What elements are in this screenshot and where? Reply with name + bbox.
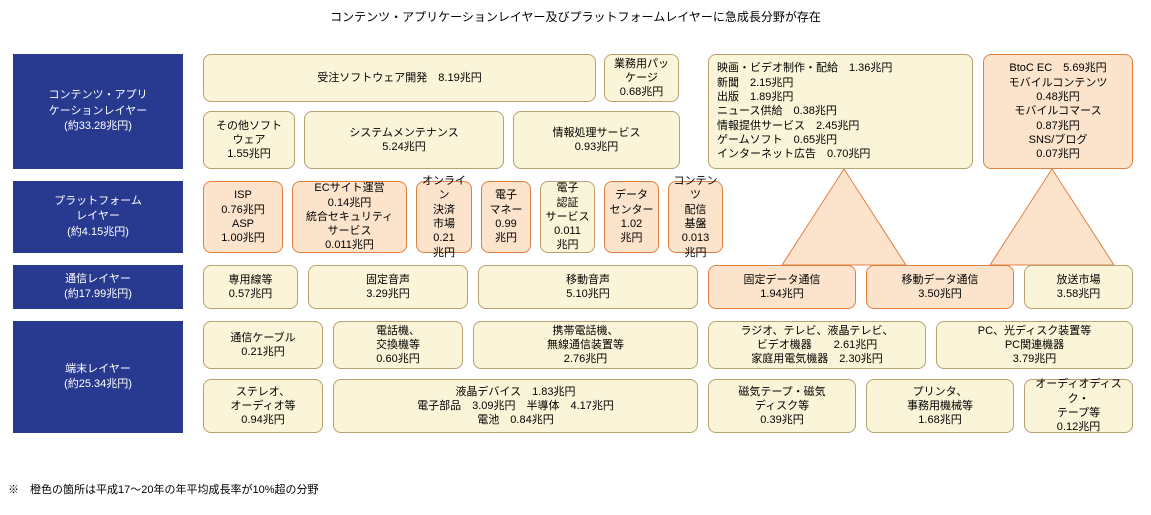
box-text: 固定音声 3.29兆円 [366,273,410,302]
category-box: 携帯電話機、 無線通信装置等 2.76兆円 [473,321,698,369]
category-box: 移動音声 5.10兆円 [478,265,698,309]
box-text: 放送市場 3.58兆円 [1057,273,1101,302]
box-text: BtoC EC 5.69兆円 モバイルコンテンツ 0.48兆円 モバイルコマース… [1009,61,1108,161]
box-text: ISP 0.76兆円 ASP 1.00兆円 [221,188,264,245]
box-text: オーディオディスク・ テープ等 0.12兆円 [1028,377,1129,434]
category-box: 電子 マネー 0.99 兆円 [481,181,531,253]
category-box: オーディオディスク・ テープ等 0.12兆円 [1024,379,1133,433]
box-text: 電子 認証 サービス 0.011 兆円 [546,181,590,252]
layer-label: プラットフォーム レイヤー(約4.15兆円) [13,181,183,253]
category-box: 磁気テープ・磁気 ディスク等 0.39兆円 [708,379,856,433]
box-text: その他ソフト ウェア 1.55兆円 [216,119,282,162]
box-text: 固定データ通信 1.94兆円 [744,273,821,302]
category-box: 放送市場 3.58兆円 [1024,265,1133,309]
layer-value: (約4.15兆円) [67,225,129,240]
category-box: 電子 認証 サービス 0.011 兆円 [540,181,595,253]
box-text: 磁気テープ・磁気 ディスク等 0.39兆円 [738,385,825,428]
box-text: ラジオ、テレビ、液晶テレビ、 ビデオ機器 2.61兆円 家庭用電気機器 2.30… [740,324,893,367]
chart-footnote: ※ 橙色の箇所は平成17～20年の年平均成長率が10%超の分野 [8,481,1143,497]
box-text: ECサイト運営 0.14兆円 統合セキュリティ サービス 0.011兆円 [306,181,393,252]
arrow-up-icon [782,169,906,265]
layer-label: 端末レイヤー(約25.34兆円) [13,321,183,433]
box-text: 映画・ビデオ制作・配給 1.36兆円 新聞 2.15兆円 出版 1.89兆円 ニ… [717,61,892,161]
category-box: 固定データ通信 1.94兆円 [708,265,856,309]
category-box: 情報処理サービス 0.93兆円 [513,111,680,169]
box-text: 業務用パッ ケージ 0.68兆円 [614,57,669,100]
category-box: 専用線等 0.57兆円 [203,265,298,309]
box-text: 電子 マネー 0.99 兆円 [490,188,523,245]
category-box: 通信ケーブル 0.21兆円 [203,321,323,369]
box-text: データ センター 1.02 兆円 [610,188,654,245]
layer-value: (約33.28兆円) [64,119,132,134]
category-box: ECサイト運営 0.14兆円 統合セキュリティ サービス 0.011兆円 [292,181,407,253]
category-box: その他ソフト ウェア 1.55兆円 [203,111,295,169]
box-text: プリンタ、 事務用機械等 1.68兆円 [907,385,973,428]
box-text: 通信ケーブル 0.21兆円 [230,331,295,360]
category-box: BtoC EC 5.69兆円 モバイルコンテンツ 0.48兆円 モバイルコマース… [983,54,1133,169]
layer-label: 通信レイヤー(約17.99兆円) [13,265,183,309]
category-box: 受注ソフトウェア開発 8.19兆円 [203,54,596,102]
category-box: 業務用パッ ケージ 0.68兆円 [604,54,679,102]
category-box: データ センター 1.02 兆円 [604,181,659,253]
box-text: ステレオ、 オーディオ等 0.94兆円 [230,385,295,428]
category-box: PC、光ディスク装置等 PC関連機器 3.79兆円 [936,321,1133,369]
category-box: システムメンテナンス 5.24兆円 [304,111,504,169]
box-text: 電話機、 交換機等 0.60兆円 [376,324,420,367]
category-box: コンテンツ 配信 基盤 0.013 兆円 [668,181,723,253]
box-text: 移動音声 5.10兆円 [566,273,610,302]
category-box: 映画・ビデオ制作・配給 1.36兆円 新聞 2.15兆円 出版 1.89兆円 ニ… [708,54,973,169]
category-box: 電話機、 交換機等 0.60兆円 [333,321,463,369]
layer-value: (約17.99兆円) [64,287,132,302]
box-text: コンテンツ 配信 基盤 0.013 兆円 [672,174,719,260]
layer-name: 端末レイヤー [65,362,131,377]
layer-name: プラットフォーム レイヤー [54,194,142,225]
category-box: ステレオ、 オーディオ等 0.94兆円 [203,379,323,433]
box-text: システムメンテナンス 5.24兆円 [349,126,458,155]
box-text: オンライン 決済 市場 0.21 兆円 [420,174,468,260]
box-text: 専用線等 0.57兆円 [229,273,273,302]
box-text: 受注ソフトウェア開発 8.19兆円 [317,71,481,85]
category-box: オンライン 決済 市場 0.21 兆円 [416,181,472,253]
layer-name: 通信レイヤー [65,272,131,287]
layer-label: コンテンツ・アプリ ケーションレイヤー(約33.28兆円) [13,54,183,169]
box-text: 液晶デバイス 1.83兆円 電子部品 3.09兆円 半導体 4.17兆円 電池 … [417,385,614,428]
box-text: 移動データ通信 3.50兆円 [902,273,979,302]
box-text: 携帯電話機、 無線通信装置等 2.76兆円 [547,324,624,367]
category-box: ISP 0.76兆円 ASP 1.00兆円 [203,181,283,253]
arrow-up-icon [990,169,1114,265]
chart-title: コンテンツ・アプリケーションレイヤー及びプラットフォームレイヤーに急成長分野が存… [8,8,1143,25]
box-text: PC、光ディスク装置等 PC関連機器 3.79兆円 [978,324,1092,367]
layer-value: (約25.34兆円) [64,377,132,392]
category-box: 固定音声 3.29兆円 [308,265,468,309]
layer-chart: コンテンツ・アプリ ケーションレイヤー(約33.28兆円) プラットフォーム レイ… [8,33,1143,473]
box-text: 情報処理サービス 0.93兆円 [553,126,641,155]
category-box: 液晶デバイス 1.83兆円 電子部品 3.09兆円 半導体 4.17兆円 電池 … [333,379,698,433]
category-box: プリンタ、 事務用機械等 1.68兆円 [866,379,1014,433]
layer-name: コンテンツ・アプリ ケーションレイヤー [49,88,148,119]
category-box: ラジオ、テレビ、液晶テレビ、 ビデオ機器 2.61兆円 家庭用電気機器 2.30… [708,321,926,369]
category-box: 移動データ通信 3.50兆円 [866,265,1014,309]
